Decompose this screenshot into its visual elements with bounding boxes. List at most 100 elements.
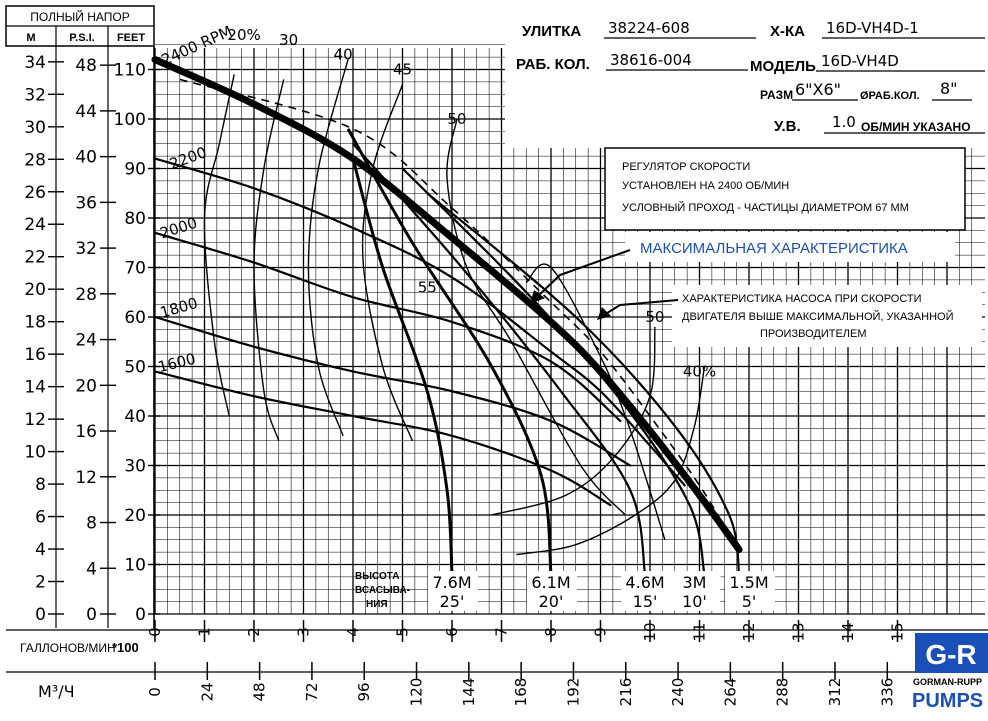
feet-axis: 0 10 20 30 40 50 60 70 80 90 100 110 xyxy=(114,61,160,625)
impeller-dia-label: ØРАБ.КОЛ. xyxy=(860,90,920,102)
feet-tick-label: 0 xyxy=(135,605,146,625)
meter-tick-label: 24 xyxy=(24,215,46,235)
psi-tick-label: 12 xyxy=(75,468,97,488)
psi-tick-label: 44 xyxy=(75,102,97,122)
flow-tick-label: 3 xyxy=(295,627,313,637)
spec-panel xyxy=(505,6,988,148)
flow-multiplier: *100 xyxy=(112,640,139,655)
psi-tick-label: 16 xyxy=(75,422,97,442)
meter-tick-label: 0 xyxy=(35,605,46,625)
m3h-tick-label: 144 xyxy=(460,678,478,707)
suction-lift-label-m: 1.5M xyxy=(729,573,768,592)
max-curve-note: МАКСИМАЛЬНАЯ ХАРАКТЕРИСТИКА xyxy=(640,240,908,257)
psi-tick-label: 24 xyxy=(75,331,97,351)
head-title: ПОЛНЫЙ НАПОР xyxy=(30,9,129,24)
speed-curves xyxy=(151,56,743,554)
size-label: РАЗМ xyxy=(760,88,793,102)
unit-psi: P.S.I. xyxy=(69,32,94,44)
m3h-tick-label: 48 xyxy=(251,682,269,701)
flow-tick-label: 9 xyxy=(592,627,610,637)
suction-lift-caption-1: ВЫСОТА xyxy=(355,571,399,582)
flow-tick-label: 15 xyxy=(889,622,907,641)
suction-lift-label-bg xyxy=(527,571,577,611)
above-max-note-3: ПРОИЗВОДИТЕЛЕМ xyxy=(760,328,867,340)
meter-tick-label: 30 xyxy=(24,118,46,138)
m3h-tick-label: 192 xyxy=(564,678,582,707)
meter-tick-label: 12 xyxy=(24,410,46,430)
logo-word: PUMPS xyxy=(912,690,983,712)
flow-tick-label: 7 xyxy=(493,627,511,637)
flow-tick-label: 5 xyxy=(394,627,412,637)
psi-tick-label: 40 xyxy=(75,148,97,168)
max-curve-panel xyxy=(625,232,955,262)
psi-tick-label: 36 xyxy=(75,193,97,213)
sg-suffix: ОБ/МИН УКАЗАНО xyxy=(861,120,971,134)
meter-tick-label: 4 xyxy=(35,540,46,560)
efficiency-label: 50 xyxy=(645,308,664,326)
psi-tick-label: 32 xyxy=(75,239,97,259)
m3h-tick-label: 336 xyxy=(878,678,896,707)
unit-feet: FEET xyxy=(117,32,145,44)
spec-block: УЛИТКА 38224-608 Х-КА 16D-VH4D-1 РАБ. КО… xyxy=(516,19,985,135)
flow-tick-label: 13 xyxy=(790,622,808,641)
m3h-tick-label: 24 xyxy=(198,682,216,701)
flow-tick-label: 6 xyxy=(443,627,461,637)
suction-lift-curve-line xyxy=(352,143,647,575)
efficiency-curve-line xyxy=(516,366,706,556)
meter-tick-label: 10 xyxy=(24,443,46,463)
volute-label: УЛИТКА xyxy=(522,23,581,40)
suction-lift-caption-2: ВСАСЫВА- xyxy=(355,585,410,596)
psi-tick-label: 28 xyxy=(75,285,97,305)
suction-lift-label-ft: 5' xyxy=(742,592,757,611)
efficiency-label: 20% xyxy=(227,26,260,44)
flow-tick-label: 2 xyxy=(245,627,263,637)
suction-lift-curve-line xyxy=(351,158,454,575)
logo-mark: G-R xyxy=(925,639,976,670)
suction-lift-label-bg xyxy=(670,571,721,611)
m3h-axis-label: М³/Ч xyxy=(38,682,75,701)
suction-lift-label-ft: 15' xyxy=(633,592,658,611)
feet-tick-label: 30 xyxy=(124,457,146,477)
speed-curve-label: 2400 RPM xyxy=(159,22,235,69)
flow-tick-label: 0 xyxy=(146,627,164,637)
size-value: 6"X6" xyxy=(795,80,841,99)
suction-lift-label-ft: 25' xyxy=(440,592,465,611)
efficiency-curve-line xyxy=(491,326,656,516)
speed-curve-line xyxy=(153,315,632,467)
meter-tick-label: 2 xyxy=(35,573,46,593)
feet-tick-label: 100 xyxy=(114,110,146,130)
m3h-tick-label: 240 xyxy=(669,678,687,707)
above-max-note-1: ХАРАКТЕРИСТИКА НАСОСА ПРИ СКОРОСТИ xyxy=(682,293,922,305)
feet-tick-label: 110 xyxy=(114,61,146,81)
meter-tick-label: 16 xyxy=(24,345,46,365)
speed-curve-line xyxy=(153,231,622,423)
m3h-tick-label: 96 xyxy=(355,682,373,701)
speed-curve-label: 1600 xyxy=(156,350,197,377)
flow-tick-label: 12 xyxy=(740,622,758,641)
psi-tick-label: 4 xyxy=(86,559,97,579)
feet-tick-label: 50 xyxy=(124,358,146,378)
efficiency-label: 30 xyxy=(279,31,298,49)
efficiency-curve-line xyxy=(203,74,235,417)
flow-tick-label: 8 xyxy=(542,627,560,637)
m3h-tick-label: 72 xyxy=(303,682,321,701)
note-line-3: УСЛОВНЫЙ ПРОХОД - ЧАСТИЦЫ ДИАМЕТРОМ 67 М… xyxy=(622,201,909,214)
suction-lift-label-bg xyxy=(725,571,775,611)
feet-tick-label: 60 xyxy=(124,308,146,328)
flow-tick-label: 4 xyxy=(344,627,362,637)
m3h-tick-label: 288 xyxy=(774,678,792,707)
suction-lift-label-ft: 20' xyxy=(539,592,564,611)
sg-label: У.В. xyxy=(774,118,801,135)
suction-lift-caption-3: НИЯ xyxy=(366,599,388,610)
meter-tick-label: 8 xyxy=(35,475,46,495)
above-max-note-2: ДВИГАТЕЛЯ ВЫШЕ МАКСИМАЛЬНОЙ, УКАЗАННОЙ xyxy=(682,310,954,323)
suction-lift-label-m: 7.6M xyxy=(432,573,471,592)
feet-tick-label: 20 xyxy=(124,506,146,526)
above-max-panel xyxy=(672,285,982,347)
suction-lift-curve-line xyxy=(426,192,741,575)
unit-m: M xyxy=(26,32,35,44)
m3h-tick-label: 168 xyxy=(512,678,530,707)
volute-value: 38224-608 xyxy=(608,19,690,37)
